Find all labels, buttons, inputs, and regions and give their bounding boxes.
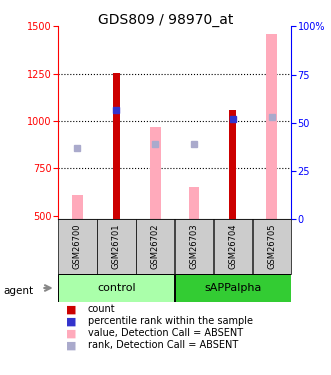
Text: ■: ■ [66, 328, 77, 338]
Text: control: control [97, 283, 136, 293]
Text: ■: ■ [66, 340, 77, 350]
Bar [136, 219, 174, 274]
Text: value, Detection Call = ABSENT: value, Detection Call = ABSENT [88, 328, 243, 338]
Text: agent: agent [3, 286, 33, 296]
Text: GSM26705: GSM26705 [267, 224, 276, 269]
Text: GSM26700: GSM26700 [73, 224, 82, 269]
Text: sAPPalpha: sAPPalpha [204, 283, 261, 293]
Bar [266, 34, 277, 219]
Bar [189, 187, 200, 219]
Bar [175, 219, 213, 274]
Text: GSM26702: GSM26702 [151, 224, 160, 269]
Bar [58, 219, 97, 274]
Bar [97, 219, 135, 274]
Bar [175, 274, 291, 302]
Text: rank, Detection Call = ABSENT: rank, Detection Call = ABSENT [88, 340, 238, 350]
Bar [72, 195, 83, 219]
Text: GSM26704: GSM26704 [228, 224, 237, 269]
Text: GDS809 / 98970_at: GDS809 / 98970_at [98, 13, 233, 27]
Text: percentile rank within the sample: percentile rank within the sample [88, 316, 253, 326]
Bar [113, 73, 120, 219]
Text: GSM26703: GSM26703 [190, 224, 199, 269]
Bar [253, 219, 291, 274]
Bar [214, 219, 252, 274]
Text: count: count [88, 304, 115, 314]
Text: ■: ■ [66, 304, 77, 314]
Text: GSM26701: GSM26701 [112, 224, 121, 269]
Bar [150, 127, 161, 219]
Bar [229, 110, 236, 219]
Text: ■: ■ [66, 316, 77, 326]
Bar [58, 274, 174, 302]
